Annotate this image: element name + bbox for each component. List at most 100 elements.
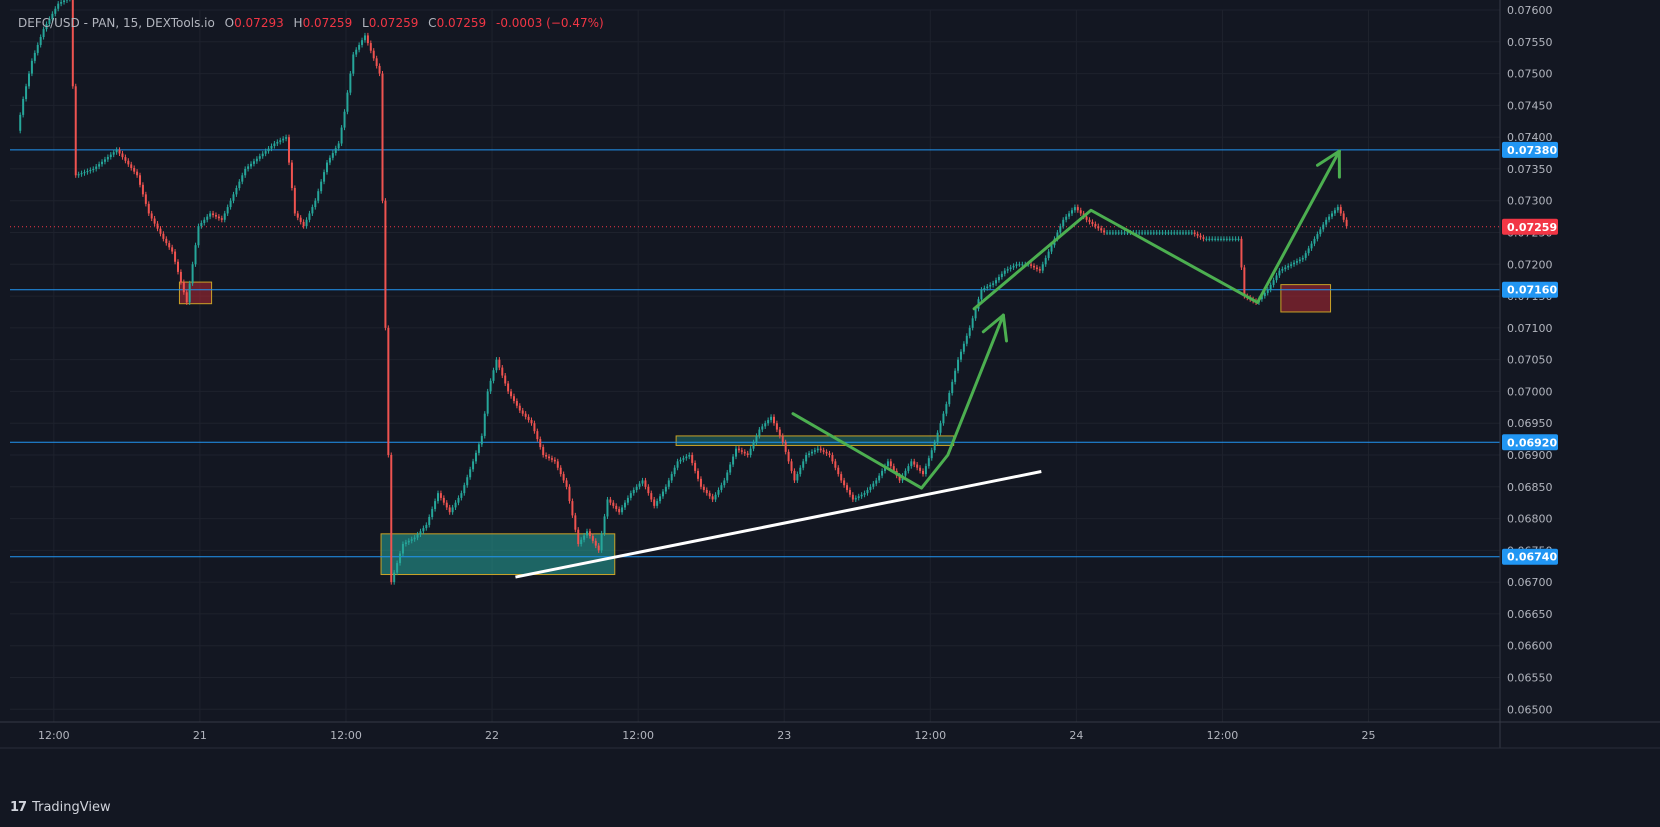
candle-body <box>95 166 98 169</box>
candle-body <box>793 470 796 481</box>
price-tick-label: 0.07200 <box>1507 258 1553 271</box>
candle-body <box>954 370 957 382</box>
candle-body <box>442 497 445 503</box>
price-tick-label: 0.06500 <box>1507 703 1553 716</box>
candle-body <box>957 359 960 371</box>
candle-body <box>299 217 302 222</box>
candle-body <box>664 486 667 492</box>
candle-body <box>325 162 328 173</box>
tradingview-footer[interactable]: 17 TradingView <box>10 800 111 815</box>
candle-body <box>542 447 545 455</box>
candle-body <box>995 280 998 284</box>
candle-body <box>174 251 177 262</box>
candle-body <box>1015 264 1018 266</box>
candle-body <box>1307 248 1310 254</box>
candle-body <box>1319 229 1322 235</box>
candle-body <box>232 194 235 201</box>
candle-body <box>574 515 577 530</box>
candle-body <box>854 497 857 500</box>
candle-body <box>101 161 104 165</box>
candle-body <box>247 166 250 169</box>
candle-body <box>539 439 542 448</box>
candle-body <box>343 111 346 128</box>
candle-body <box>171 247 174 252</box>
candle-body <box>761 426 764 430</box>
price-axis[interactable]: 0.076000.075500.075000.074500.074000.073… <box>1499 0 1558 748</box>
candle-body <box>568 486 571 502</box>
candle-body <box>133 168 136 172</box>
candle-body <box>369 43 372 51</box>
candle-body <box>139 175 142 185</box>
candle-body <box>933 442 936 451</box>
chart-zones <box>178 281 1332 576</box>
candle-body <box>764 423 767 427</box>
candle-body <box>212 213 215 216</box>
candle-body <box>60 2 63 4</box>
candle-body <box>1234 238 1237 240</box>
candle-body <box>1033 265 1036 268</box>
candle-body <box>638 483 641 487</box>
candle-body <box>962 343 965 352</box>
candle-body <box>1313 238 1316 244</box>
price-tick-label: 0.07450 <box>1507 99 1553 112</box>
price-level-label: 0.06920 <box>1507 436 1557 449</box>
candle-body <box>743 451 746 454</box>
candle-body <box>320 181 323 192</box>
candle-body <box>1161 232 1164 234</box>
candle-body <box>1170 232 1173 234</box>
candle-body <box>51 13 54 19</box>
candle-body <box>512 396 515 401</box>
candle-body <box>77 174 80 176</box>
candle-body <box>650 493 653 500</box>
candle-body <box>1304 253 1307 258</box>
candle-body <box>778 429 781 436</box>
candle-body <box>846 485 849 490</box>
candle-body <box>372 50 375 59</box>
candle-body <box>635 486 638 490</box>
candle-body <box>352 54 355 74</box>
time-tick-label: 12:00 <box>622 729 654 742</box>
candle-body <box>667 480 670 487</box>
time-axis[interactable]: 12:00 21 12:00 22 12:00 23 12:00 24 12:00 25 <box>0 721 1660 749</box>
candle-body <box>1202 237 1205 239</box>
candle-body <box>843 480 846 486</box>
candle-body <box>489 380 492 392</box>
candle-body <box>702 486 705 490</box>
candle-body <box>203 219 206 223</box>
candle-body <box>550 458 553 460</box>
candle-body <box>235 188 238 195</box>
candle-body <box>889 461 892 467</box>
candle-body <box>217 216 220 219</box>
price-level-tag <box>1502 141 1558 158</box>
candle-body <box>305 219 308 227</box>
candle-body <box>913 461 916 465</box>
candle-body <box>194 245 197 265</box>
candle-body <box>469 469 472 478</box>
candle-body <box>375 58 378 66</box>
candle-body <box>992 283 995 285</box>
time-tick-label: 12:00 <box>1207 729 1239 742</box>
candle-body <box>600 533 603 551</box>
candle-body <box>1155 232 1158 234</box>
candle-body <box>1295 261 1298 263</box>
candle-body <box>916 464 919 468</box>
candle-body <box>796 474 799 481</box>
candle-body <box>393 572 396 583</box>
candle-body <box>822 450 825 452</box>
candle-body <box>176 261 179 272</box>
candle-body <box>1240 238 1243 268</box>
candle-body <box>419 531 422 535</box>
candle-body <box>460 493 463 498</box>
candle-body <box>238 181 241 188</box>
candle-body <box>1199 235 1202 238</box>
candle-body <box>875 480 878 484</box>
candle-body <box>92 168 95 170</box>
candle-body <box>1103 230 1106 233</box>
candle-body <box>740 450 743 452</box>
candle-body <box>1287 265 1290 268</box>
candle-body <box>565 480 568 487</box>
chart-grid <box>10 9 1500 722</box>
candle-body <box>673 467 676 475</box>
candle-body <box>942 413 945 424</box>
